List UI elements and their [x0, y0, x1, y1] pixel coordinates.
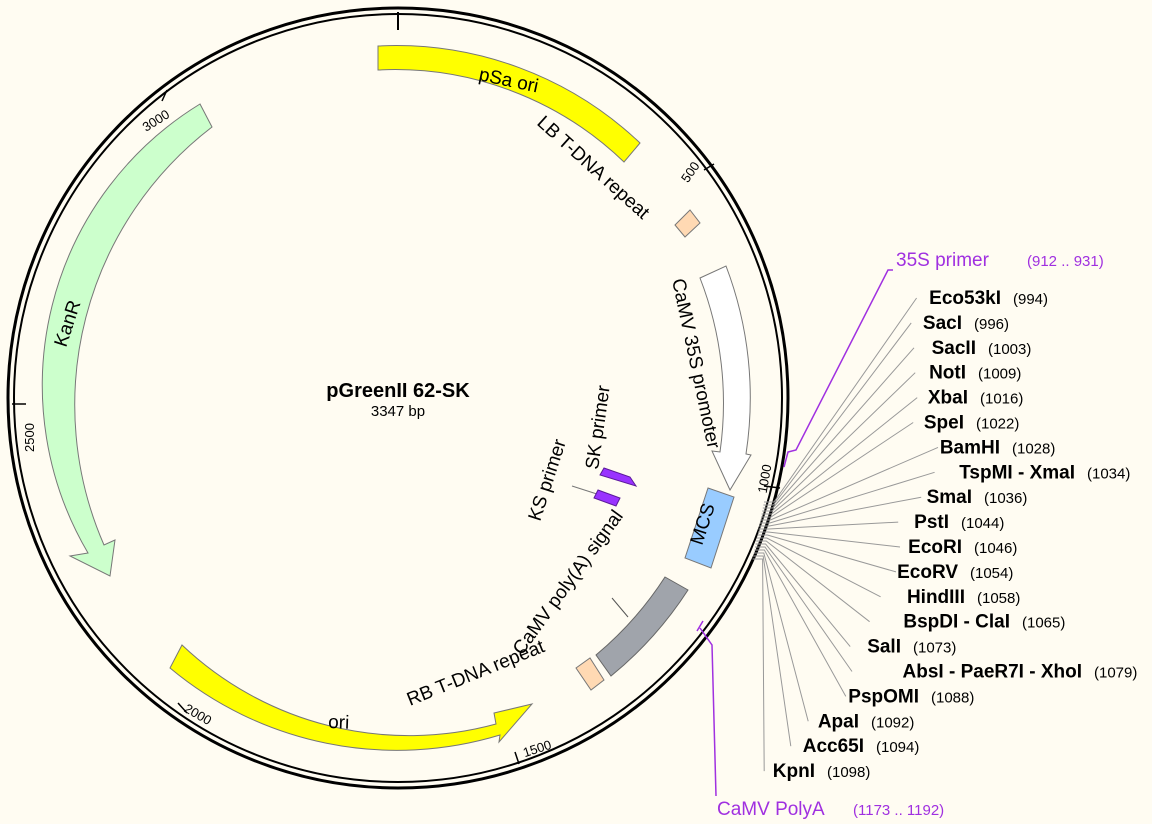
site-position: (1065): [1022, 615, 1065, 632]
site-leader-line: [753, 552, 809, 722]
rb-repeat-label: RB T-DNA repeat: [404, 636, 548, 711]
site-leader-line: [758, 531, 901, 548]
site-position: (1009): [978, 366, 1021, 383]
site-position: (1003): [988, 341, 1031, 358]
camv-polya-signal-feature[interactable]: [595, 576, 689, 677]
site-leader-line: [754, 549, 847, 697]
site-name[interactable]: EcoRV: [897, 562, 958, 583]
site-name[interactable]: XbaI: [928, 388, 968, 409]
site-leader-line: [752, 558, 765, 772]
site-position: (1094): [876, 739, 919, 756]
site-position: (1073): [913, 640, 956, 657]
site-name[interactable]: SalI: [867, 637, 901, 658]
site-name[interactable]: SpeI: [924, 413, 964, 434]
ks-primer-label: KS primer: [525, 436, 571, 523]
site-position: (1016): [980, 391, 1023, 408]
svg-text:2500: 2500: [22, 423, 37, 452]
site-name[interactable]: AbsI - PaeR7I - XhoI: [903, 662, 1082, 683]
camv-polya-signal-label: CaMV poly(A) signal: [509, 506, 628, 658]
site-name[interactable]: PstI: [914, 512, 949, 533]
kanr-feature[interactable]: [41, 103, 213, 577]
site-name[interactable]: SmaI: [927, 487, 972, 508]
site-position: (1092): [871, 714, 914, 731]
tick-1000: 1000: [755, 463, 781, 494]
site-name[interactable]: BspDI - ClaI: [903, 612, 1010, 633]
site-position: (1054): [970, 565, 1013, 582]
site-leader-line: [758, 521, 899, 530]
psa-ori-feature[interactable]: [377, 45, 641, 163]
site-position: (1022): [976, 416, 1019, 433]
site-position: (1046): [974, 540, 1017, 557]
site-leader-line: [764, 297, 918, 503]
site-position: (1058): [977, 590, 1020, 607]
site-position: (1088): [931, 689, 974, 706]
site-name[interactable]: SacII: [932, 338, 976, 359]
primer-35s[interactable]: 35S primer (912 .. 931): [783, 250, 1104, 468]
svg-text:2000: 2000: [182, 701, 215, 728]
site-name[interactable]: PspOMI: [848, 686, 919, 707]
ks-primer[interactable]: [571, 485, 621, 507]
lb-repeat-feature[interactable]: [674, 209, 701, 238]
svg-text:500: 500: [678, 159, 703, 185]
primer-polya-name: CaMV PolyA: [717, 799, 825, 820]
site-position: (1034): [1087, 465, 1130, 482]
site-position: (994): [1013, 291, 1048, 308]
backbone-outer-ring: [6, 6, 790, 790]
svg-text:1000: 1000: [755, 463, 775, 494]
site-name[interactable]: HindIII: [907, 587, 965, 608]
site-leader-line: [762, 347, 915, 509]
restriction-sites: Eco53kI (994) SacI (996) SacII (1003) NotI (100…: [752, 288, 1137, 782]
site-name[interactable]: KpnI: [773, 761, 815, 782]
site-leader-line: [759, 471, 935, 524]
site-leader-line: [757, 534, 897, 573]
sk-primer-label: SK primer: [582, 383, 615, 470]
site-leader-line: [755, 546, 853, 672]
site-leader-line: [756, 540, 870, 623]
site-position: (1044): [961, 515, 1004, 532]
site-name[interactable]: EcoRI: [908, 537, 962, 558]
psa-ori-label: pSa ori: [477, 64, 540, 97]
site-name[interactable]: ApaI: [818, 711, 859, 732]
site-position: (1036): [984, 490, 1027, 507]
site-name[interactable]: Eco53kI: [929, 288, 1001, 309]
primer-35s-name: 35S primer: [896, 250, 990, 271]
site-position: (1098): [827, 764, 870, 781]
ori-label: ori: [328, 712, 350, 734]
rb-repeat-feature[interactable]: [575, 657, 605, 691]
plasmid-length: 3347 bp: [371, 403, 425, 420]
site-name[interactable]: TspMI - XmaI: [959, 462, 1075, 483]
tick-1500: 1500: [514, 737, 553, 765]
site-leader-line: [762, 372, 916, 512]
primer-polya-pos: (1173 .. 1192): [853, 802, 944, 819]
site-leader-line: [763, 322, 912, 506]
site-name[interactable]: NotI: [929, 363, 966, 384]
primer-35s-pos: (912 .. 931): [1027, 253, 1104, 270]
site-leader-line: [756, 537, 881, 598]
plasmid-name: pGreenII 62-SK: [326, 380, 470, 402]
site-leader-line: [759, 496, 922, 527]
site-name[interactable]: BamHI: [940, 437, 1000, 458]
camv-35s-promoter-feature[interactable]: [699, 265, 752, 492]
site-name[interactable]: SacI: [923, 313, 962, 334]
polya-signal-leader: [611, 597, 629, 618]
mcs-feature[interactable]: [684, 487, 735, 569]
site-position: (996): [974, 316, 1009, 333]
sk-primer[interactable]: [599, 467, 638, 487]
site-leader-line: [761, 397, 918, 515]
site-position: (1028): [1012, 440, 1055, 457]
tick-2500: 2500: [12, 403, 37, 452]
site-leader-line: [760, 446, 939, 521]
ori-feature[interactable]: [169, 644, 534, 751]
site-leader-line: [753, 555, 792, 747]
primer-camv-polya[interactable]: CaMV PolyA (1173 .. 1192): [696, 620, 944, 820]
site-position: (1079): [1094, 665, 1137, 682]
site-name[interactable]: Acc65I: [803, 736, 864, 757]
site-leader-line: [755, 543, 851, 647]
site-leader-line: [761, 422, 914, 518]
